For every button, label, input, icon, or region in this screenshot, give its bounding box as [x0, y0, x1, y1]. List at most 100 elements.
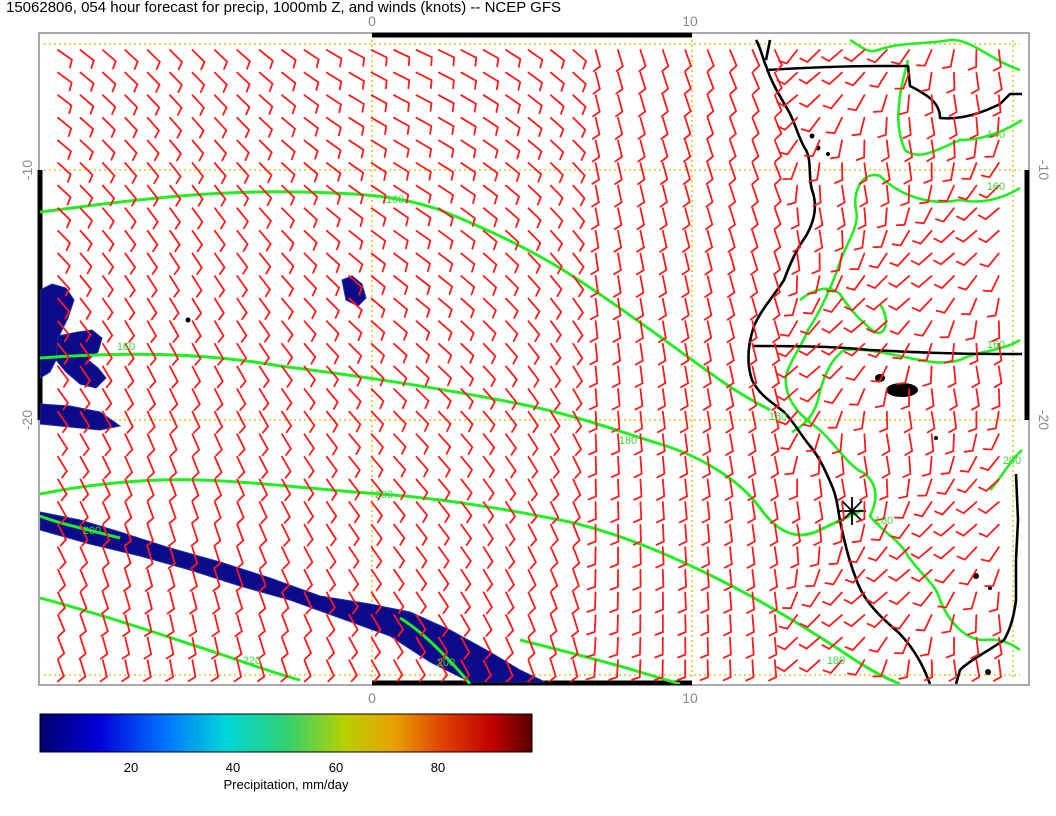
wind-barb	[505, 523, 516, 547]
wind-barb	[213, 162, 227, 184]
wind-barb	[303, 523, 314, 547]
wind-barb	[609, 591, 619, 613]
wind-barb	[821, 71, 843, 86]
contour-label: 180	[769, 411, 787, 423]
wind-barb	[460, 94, 477, 113]
wind-barb	[213, 297, 225, 321]
wind-barb	[370, 320, 386, 341]
wind-barb	[916, 49, 933, 67]
contour-label: 200	[437, 657, 455, 669]
wind-barb	[813, 523, 823, 546]
wind-barb	[771, 388, 780, 411]
wind-barb	[191, 342, 202, 366]
wind-barb	[893, 501, 911, 519]
wind-barb	[460, 501, 473, 524]
wind-barb	[895, 207, 911, 227]
wind-barb	[415, 275, 431, 295]
wind-barb	[258, 94, 274, 115]
wind-barb	[348, 659, 358, 683]
wind-barb	[281, 320, 294, 343]
wind-barb	[827, 410, 843, 429]
wind-barb	[393, 659, 404, 682]
wind-barb	[980, 546, 1000, 563]
wind-barb	[233, 659, 243, 683]
wind-barb	[866, 614, 888, 629]
wind-barb	[572, 184, 586, 207]
wind-barb	[258, 478, 269, 502]
wind-barb	[867, 546, 888, 562]
wind-barb	[79, 410, 91, 434]
wind-barb	[348, 636, 359, 660]
wind-barb	[437, 116, 455, 135]
wind-barb	[856, 501, 866, 523]
wind-barb	[325, 275, 341, 296]
wind-barb	[933, 546, 955, 560]
wind-barb	[482, 388, 496, 410]
wind-barb	[991, 320, 1001, 343]
wind-barb	[325, 636, 336, 660]
wind-barb	[527, 410, 539, 434]
wind-barb	[822, 659, 843, 675]
wind-barb	[460, 229, 476, 250]
wind-barb	[750, 184, 760, 208]
wind-barb	[370, 636, 382, 660]
wind-barb	[236, 162, 250, 184]
wind-barb	[258, 184, 273, 207]
wind-barb	[393, 455, 407, 478]
wind-barb	[745, 636, 755, 659]
wind-barb	[726, 297, 736, 321]
wind-barb	[57, 455, 68, 479]
wind-barb	[169, 71, 183, 93]
colorbar-scale	[39, 713, 533, 753]
wind-barb	[437, 342, 453, 364]
wind-barb	[768, 636, 778, 659]
wind-barb	[591, 116, 601, 140]
wind-barb	[236, 252, 249, 275]
wind-barb	[636, 184, 646, 208]
wind-barb	[634, 410, 644, 433]
wind-barb	[303, 659, 312, 683]
wind-barb	[924, 94, 934, 117]
wind-barb	[370, 659, 381, 683]
wind-barb	[325, 433, 339, 456]
wind-barb	[124, 229, 137, 253]
wind-barb	[101, 478, 111, 502]
wind-barb	[572, 410, 583, 434]
wind-barb	[415, 636, 427, 660]
wind-barb	[700, 614, 710, 637]
wind-barb	[212, 546, 222, 570]
y-tick-left-10: -10	[19, 160, 35, 180]
wind-barb	[527, 320, 541, 343]
wind-barb	[124, 523, 133, 547]
wind-barb	[704, 275, 713, 298]
wind-barb	[745, 614, 755, 637]
wind-barb	[169, 365, 179, 389]
wind-barb	[303, 455, 315, 479]
wind-barb	[527, 523, 538, 547]
wind-barb	[549, 49, 566, 69]
wind-barb	[146, 433, 156, 457]
wind-barb	[415, 410, 430, 432]
wind-barb	[169, 162, 182, 185]
wind-barb	[79, 49, 95, 69]
wind-barb	[634, 388, 644, 411]
wind-barb	[823, 388, 843, 405]
wind-barb	[527, 365, 540, 388]
wind-barb	[843, 320, 866, 334]
wind-barb	[857, 433, 867, 456]
wind-barb	[702, 388, 712, 411]
wind-barb	[613, 229, 623, 253]
border-congo	[764, 39, 772, 61]
wind-barb	[904, 139, 914, 163]
wind-barb	[393, 320, 408, 341]
wind-barb	[190, 523, 199, 547]
contour-label: 180	[619, 435, 637, 447]
wind-barb	[658, 275, 668, 298]
wind-barb	[393, 410, 407, 432]
wind-barb	[704, 252, 713, 276]
wind-barb	[303, 568, 314, 592]
wind-barb	[124, 410, 134, 434]
wind-barb	[591, 139, 601, 163]
wind-barb	[505, 207, 520, 228]
wind-barb	[984, 568, 1000, 587]
